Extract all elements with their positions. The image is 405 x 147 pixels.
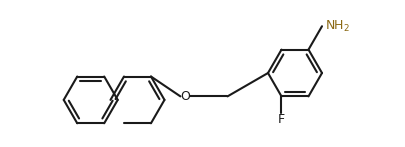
Text: F: F — [277, 113, 284, 126]
Text: NH$_2$: NH$_2$ — [324, 19, 349, 34]
Text: O: O — [180, 90, 190, 103]
